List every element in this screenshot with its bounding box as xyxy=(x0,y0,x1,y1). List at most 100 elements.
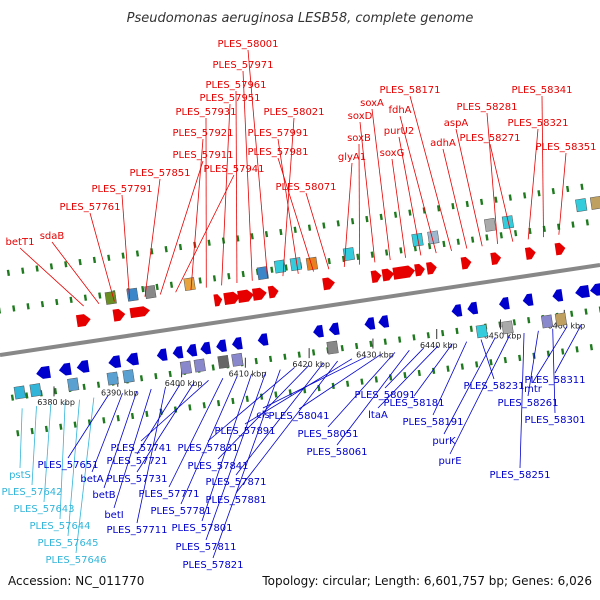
bottom-label-leader xyxy=(235,360,338,494)
bottom-label-leader xyxy=(384,347,424,389)
reverse-gene-arrow xyxy=(575,284,590,299)
track-tick xyxy=(169,281,174,288)
reverse-gene-arrow xyxy=(156,348,168,361)
reverse-gene-arrow xyxy=(257,333,269,346)
bottom-label-leader xyxy=(449,334,511,455)
bottom-label-leader xyxy=(217,365,310,460)
top-gene-label: PLES_57941 xyxy=(203,164,264,175)
bottom-gene-label: PLES_57731 xyxy=(106,474,167,485)
bottom-label-leader xyxy=(75,397,95,554)
forward-gene-arrow xyxy=(129,306,151,319)
track-tick xyxy=(241,270,245,278)
track-tick xyxy=(460,363,464,370)
track-tick xyxy=(399,247,403,254)
top-gene-label: PLES_57961 xyxy=(205,80,266,91)
track-tick xyxy=(245,395,249,402)
top-label-leader xyxy=(277,138,299,274)
top-gene-label: PLES_57971 xyxy=(212,60,273,71)
top-label-leader xyxy=(190,138,204,290)
top-label-leader xyxy=(343,162,353,267)
bottom-label-leader xyxy=(207,367,295,442)
track-tick xyxy=(393,211,398,218)
track-tick xyxy=(479,198,484,206)
track-tick xyxy=(178,243,183,251)
track-tick xyxy=(527,317,531,324)
bottom-gene-label: PLES_57741 xyxy=(110,443,171,454)
feature-box xyxy=(342,247,356,262)
bottom-gene-label: PLES_58051 xyxy=(297,429,358,440)
reverse-gene-arrow xyxy=(232,337,243,350)
forward-gene-arrow xyxy=(112,308,126,322)
track-tick xyxy=(494,196,498,203)
feature-box xyxy=(67,377,80,392)
top-gene-label: PLES_57931 xyxy=(175,107,236,118)
feature-box xyxy=(427,230,440,245)
track-tick xyxy=(0,307,2,314)
top-gene-label: PLES_58171 xyxy=(379,85,440,96)
axis-label-kbp: 6380 kbp xyxy=(37,398,75,407)
bottom-label-leader xyxy=(527,330,539,397)
axis-label-kbp: 6400 kbp xyxy=(165,379,203,388)
top-label-leader xyxy=(409,95,452,251)
track-tick xyxy=(264,230,269,238)
bottom-label-leader xyxy=(67,395,109,459)
track-tick xyxy=(354,342,359,350)
track-tick xyxy=(374,376,378,383)
track-tick xyxy=(40,300,45,308)
bottom-label-leader xyxy=(31,406,37,486)
forward-gene-arrow xyxy=(381,268,395,282)
reverse-gene-arrow xyxy=(328,322,340,336)
track-tick xyxy=(412,334,416,341)
axis-label-kbp: 6410 kbp xyxy=(229,370,267,379)
top-gene-label: PLES_57991 xyxy=(247,128,308,139)
track-tick xyxy=(227,273,231,280)
bottom-label-leader xyxy=(298,354,381,410)
track-tick xyxy=(44,425,49,433)
feature-box xyxy=(483,217,497,232)
forward-gene-arrow xyxy=(75,314,91,328)
track-tick xyxy=(82,383,86,391)
top-label-leader xyxy=(398,136,422,256)
feature-box xyxy=(256,266,269,281)
track-tick xyxy=(121,252,125,259)
axis-label-kbp: 6430 kbp xyxy=(356,350,394,359)
top-gene-label: PLES_58271 xyxy=(459,133,520,144)
top-label-leader xyxy=(51,241,100,304)
feature-box xyxy=(104,290,117,305)
bottom-label-leader xyxy=(552,328,556,414)
forward-gene-arrow xyxy=(251,287,267,301)
feature-box xyxy=(183,277,196,292)
track-tick xyxy=(307,224,312,231)
track-tick xyxy=(293,226,297,233)
bottom-gene-label: PLES_57642 xyxy=(1,487,62,498)
bottom-gene-label: PLES_58061 xyxy=(306,447,367,458)
bottom-label-leader xyxy=(205,371,267,541)
reverse-gene-arrow xyxy=(76,360,90,373)
reverse-gene-arrow xyxy=(589,282,600,296)
bottom-gene-label: PLES_58091 xyxy=(354,390,415,401)
bottom-label-leader xyxy=(136,384,181,455)
top-label-leader xyxy=(442,148,468,249)
track-tick xyxy=(584,308,588,315)
track-tick xyxy=(456,238,460,245)
reverse-gene-arrow xyxy=(364,317,376,330)
forward-gene-arrow xyxy=(213,294,223,307)
bottom-gene-label: purE xyxy=(438,456,461,467)
bottom-label-leader xyxy=(140,380,209,442)
track-tick xyxy=(49,263,54,270)
track-tick xyxy=(365,215,369,223)
bottom-gene-label: PLES_58181 xyxy=(383,398,444,409)
forward-gene-arrow xyxy=(426,262,437,275)
track-tick xyxy=(469,325,473,332)
bottom-label-leader xyxy=(443,337,496,435)
track-tick xyxy=(116,415,120,422)
top-label-leader xyxy=(144,178,161,297)
track-tick xyxy=(87,419,92,426)
track-tick xyxy=(345,380,350,387)
track-tick xyxy=(216,399,221,407)
track-tick xyxy=(470,236,475,243)
bottom-label-leader xyxy=(432,341,468,416)
bottom-gene-label: PLES_57643 xyxy=(13,504,74,515)
track-tick xyxy=(379,213,383,221)
track-tick xyxy=(30,427,34,435)
